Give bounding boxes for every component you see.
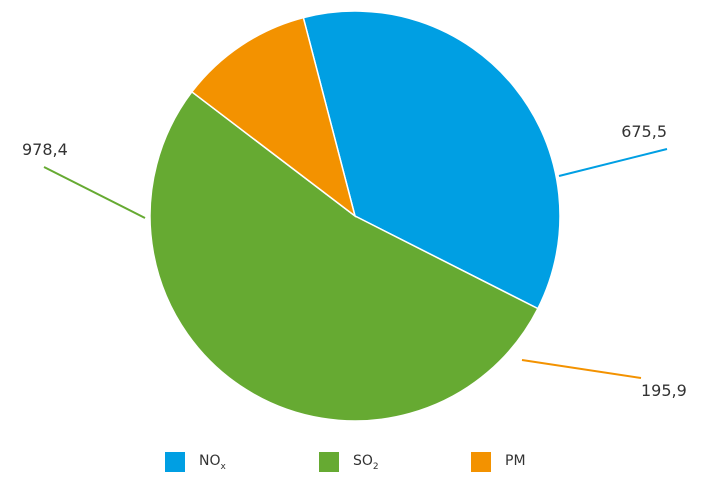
legend-item-nox: NOx [165,452,226,472]
data-label-so2: 978,4 [22,140,68,159]
legend-label-so2: SO2 [353,452,379,472]
data-label-pm: 195,9 [641,381,687,400]
data-label-nox: 675,5 [621,122,667,141]
leader-lines [43,148,668,379]
data-labels: 675,5 978,4 195,9 [22,122,687,400]
pie-slices [149,10,561,422]
legend-swatch-pm [471,452,491,472]
leader-line-pm [521,359,642,379]
pie-slice-so2 [149,90,539,422]
legend-item-so2: SO2 [319,452,379,472]
legend-swatch-nox [165,452,185,472]
legend-label-pm: PM [505,452,526,469]
legend: NOx SO2 PM [0,452,701,476]
legend-swatch-so2 [319,452,339,472]
legend-item-pm: PM [471,452,526,472]
pie-slice-nox [302,10,561,310]
legend-label-nox: NOx [199,452,226,472]
leader-line-so2 [43,166,146,219]
leader-line-nox [558,148,668,177]
pie-slice-pm [190,16,357,218]
